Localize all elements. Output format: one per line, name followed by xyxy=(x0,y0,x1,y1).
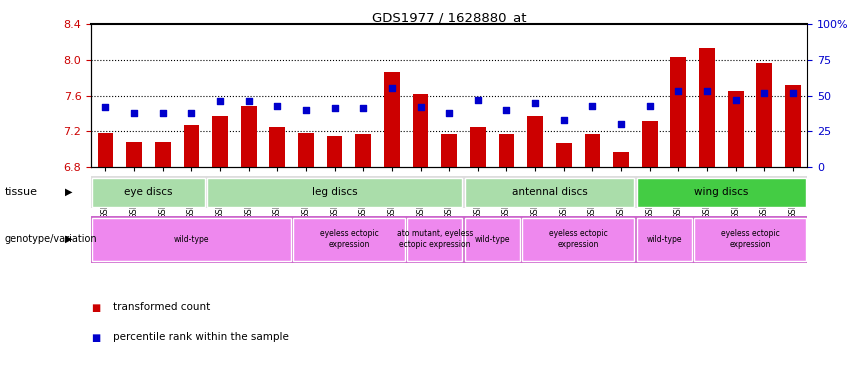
Text: eyeless ectopic
expression: eyeless ectopic expression xyxy=(319,230,378,249)
Bar xyxy=(97,133,114,167)
Text: tissue: tissue xyxy=(4,187,37,197)
Bar xyxy=(670,57,687,167)
Bar xyxy=(556,143,572,167)
Point xyxy=(557,117,571,123)
Bar xyxy=(527,116,543,167)
Text: ▶: ▶ xyxy=(65,187,73,197)
Bar xyxy=(207,177,463,207)
Point xyxy=(528,100,542,106)
Text: percentile rank within the sample: percentile rank within the sample xyxy=(113,333,289,342)
Point xyxy=(500,107,514,113)
Point xyxy=(700,88,713,94)
Point xyxy=(98,104,113,110)
Text: genotype/variation: genotype/variation xyxy=(4,234,97,244)
Point xyxy=(356,105,370,111)
Bar xyxy=(464,177,635,207)
Text: eyeless ectopic
expression: eyeless ectopic expression xyxy=(720,230,779,249)
Text: transformed count: transformed count xyxy=(113,303,210,312)
Bar xyxy=(785,85,801,167)
Text: GDS1977 / 1628880_at: GDS1977 / 1628880_at xyxy=(372,11,526,24)
Text: wild-type: wild-type xyxy=(174,235,209,244)
Bar xyxy=(183,125,200,167)
Bar xyxy=(155,142,171,167)
Bar xyxy=(441,134,457,167)
Text: eyeless ectopic
expression: eyeless ectopic expression xyxy=(549,230,608,249)
Point xyxy=(127,110,141,116)
Bar xyxy=(636,177,806,207)
Bar xyxy=(636,217,692,261)
Text: antennal discs: antennal discs xyxy=(511,187,588,197)
Point xyxy=(156,110,170,116)
Point xyxy=(299,107,313,113)
Point xyxy=(672,88,686,94)
Bar xyxy=(212,116,228,167)
Point xyxy=(184,110,198,116)
Point xyxy=(385,86,398,92)
Text: ■: ■ xyxy=(91,303,101,312)
Bar xyxy=(470,127,486,167)
Bar xyxy=(498,134,515,167)
Bar xyxy=(412,94,429,167)
Bar xyxy=(522,217,635,261)
Bar xyxy=(240,106,257,167)
Bar xyxy=(269,127,286,167)
Text: ato mutant, eyeless
ectopic expression: ato mutant, eyeless ectopic expression xyxy=(397,230,473,249)
Point xyxy=(642,103,656,109)
Bar xyxy=(613,152,629,167)
Point xyxy=(470,97,484,103)
Bar xyxy=(407,217,463,261)
Text: wild-type: wild-type xyxy=(647,235,681,244)
Point xyxy=(729,97,743,103)
Bar xyxy=(699,48,715,167)
Bar xyxy=(298,133,314,167)
Bar xyxy=(694,217,806,261)
Point xyxy=(786,90,800,96)
Point xyxy=(241,98,256,104)
Bar xyxy=(293,217,405,261)
Point xyxy=(442,110,457,116)
Point xyxy=(328,105,342,111)
Bar xyxy=(384,72,400,167)
Bar xyxy=(92,177,205,207)
Bar xyxy=(756,63,773,167)
Point xyxy=(586,103,600,109)
Bar xyxy=(126,142,142,167)
Text: wild-type: wild-type xyxy=(475,235,510,244)
Bar xyxy=(727,91,744,167)
Bar xyxy=(326,136,343,167)
Point xyxy=(271,103,285,109)
Point xyxy=(757,90,771,96)
Point xyxy=(214,98,227,104)
Text: leg discs: leg discs xyxy=(312,187,358,197)
Point xyxy=(614,121,628,127)
Text: ■: ■ xyxy=(91,333,101,342)
Bar xyxy=(92,217,291,261)
Bar xyxy=(355,134,372,167)
Bar xyxy=(641,120,658,167)
Bar xyxy=(464,217,520,261)
Text: eye discs: eye discs xyxy=(124,187,173,197)
Text: ▶: ▶ xyxy=(65,234,73,244)
Text: wing discs: wing discs xyxy=(694,187,748,197)
Bar xyxy=(584,134,601,167)
Point xyxy=(413,104,427,110)
